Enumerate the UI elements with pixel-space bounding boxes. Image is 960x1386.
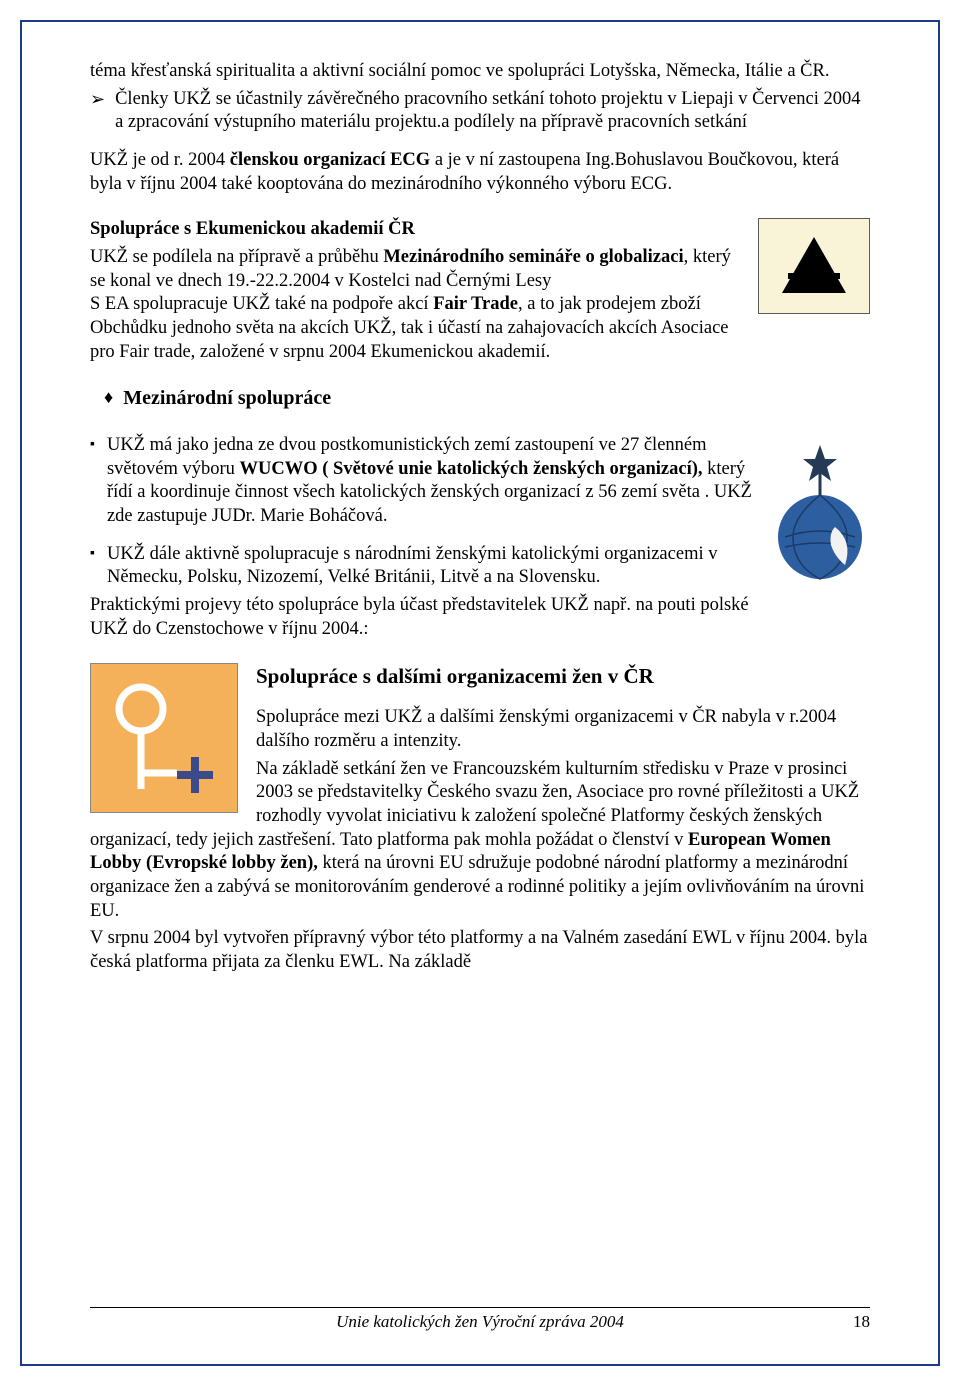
paragraph: UKŽ se podílela na přípravě a průběhu Me… bbox=[90, 246, 870, 364]
section-bullet: ♦ Mezinárodní spolupráce bbox=[90, 386, 870, 412]
ea-logo-image bbox=[758, 218, 870, 314]
diamond-icon: ♦ bbox=[104, 386, 113, 409]
intro-paragraph: téma křesťanská spiritualita a aktivní s… bbox=[90, 60, 870, 84]
heading-text: Spolupráce s Ekumenickou akademií ČR bbox=[90, 219, 415, 239]
text-span: UKŽ je od r. 2004 bbox=[90, 150, 230, 170]
bullet-text: Členky UKŽ se účastnily závěrečného prac… bbox=[115, 88, 870, 135]
text-span: S EA spolupracuje UKŽ také na podpoře ak… bbox=[90, 294, 433, 314]
square-icon: ▪ bbox=[90, 434, 95, 455]
square-icon: ▪ bbox=[90, 543, 95, 564]
wucwo-logo-image bbox=[770, 434, 870, 590]
paragraph: V srpnu 2004 byl vytvořen přípravný výbo… bbox=[90, 927, 870, 974]
bold-span: Mezinárodního semináře o globalizaci bbox=[383, 247, 683, 267]
bold-span: členskou organizací ECG bbox=[230, 150, 430, 170]
arrow-icon: ➢ bbox=[90, 88, 105, 111]
text-span: UKŽ se podílela na přípravě a průběhu bbox=[90, 247, 383, 267]
page-footer: Unie katolických žen Výroční zpráva 2004… bbox=[90, 1307, 870, 1332]
paragraph: UKŽ je od r. 2004 členskou organizací EC… bbox=[90, 149, 870, 196]
lplus-logo-image bbox=[90, 663, 238, 813]
bullet-text: UKŽ má jako jedna ze dvou postkomunistic… bbox=[107, 434, 758, 529]
bullet-text: UKŽ dále aktivně spolupracuje s národním… bbox=[107, 543, 758, 590]
bullet-item: ➢ Členky UKŽ se účastnily závěrečného pr… bbox=[90, 88, 870, 135]
bullet-item: ▪ UKŽ dále aktivně spolupracuje s národn… bbox=[90, 543, 758, 590]
paragraph: Praktickými projevy této spolupráce byla… bbox=[90, 594, 870, 641]
bold-span: WUCWO ( Světové unie katolických ženskýc… bbox=[240, 459, 703, 479]
bold-span: Fair Trade bbox=[433, 294, 518, 314]
heading-ea: Spolupráce s Ekumenickou akademií ČR bbox=[90, 218, 870, 242]
page-content: téma křesťanská spiritualita a aktivní s… bbox=[90, 60, 870, 979]
section-heading: Mezinárodní spolupráce bbox=[123, 386, 870, 412]
bullet-item: ▪ UKŽ má jako jedna ze dvou postkomunist… bbox=[90, 434, 758, 529]
footer-text: Unie katolických žen Výroční zpráva 2004 bbox=[90, 1312, 870, 1332]
